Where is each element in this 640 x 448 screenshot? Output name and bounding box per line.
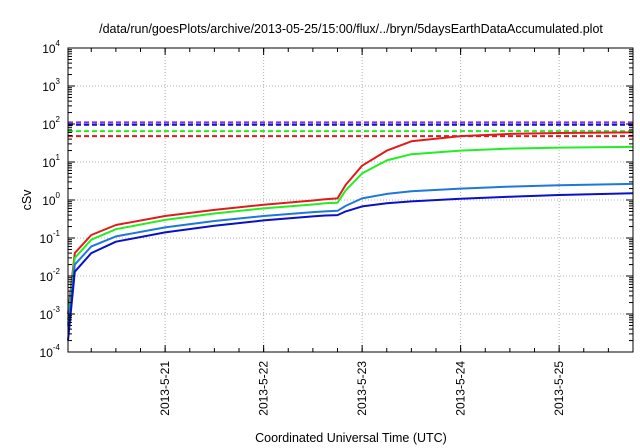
x-axis-label: Coordinated Universal Time (UTC) bbox=[255, 431, 447, 445]
x-axis-ticks: 2013-5-21 2013-5-22 2013-5-23 2013-5-24 2013… bbox=[90, 48, 634, 416]
y-axis-label: cSv bbox=[20, 189, 34, 211]
y-tick-label: 10-1 bbox=[40, 229, 61, 246]
series-line bbox=[67, 192, 634, 341]
series-line bbox=[67, 131, 634, 315]
y-axis-ticks: 10-4 10-3 10-2 10-1 100 101 102 103 104 bbox=[40, 39, 633, 360]
x-tick-label: 2013-5-23 bbox=[355, 361, 369, 416]
y-tick-label: 10-4 bbox=[40, 343, 61, 360]
x-tick-label: 2013-5-25 bbox=[552, 361, 566, 416]
y-tick-label: 104 bbox=[42, 39, 60, 56]
x-tick-label: 2013-5-22 bbox=[257, 361, 271, 416]
chart-title: /data/run/goesPlots/archive/2013-05-25/1… bbox=[99, 22, 603, 36]
y-tick-label: 101 bbox=[42, 153, 60, 170]
x-tick-label: 2013-5-21 bbox=[158, 361, 172, 416]
x-tick-label: 2013-5-24 bbox=[454, 361, 468, 416]
grid-lines bbox=[68, 48, 633, 352]
y-tick-label: 102 bbox=[42, 115, 60, 132]
data-series bbox=[67, 121, 634, 341]
y-tick-label: 10-2 bbox=[40, 267, 61, 284]
y-tick-label: 100 bbox=[42, 191, 60, 208]
series-line bbox=[67, 145, 634, 321]
series-line bbox=[67, 182, 634, 326]
y-tick-label: 103 bbox=[42, 77, 60, 94]
y-tick-label: 10-3 bbox=[40, 305, 61, 322]
